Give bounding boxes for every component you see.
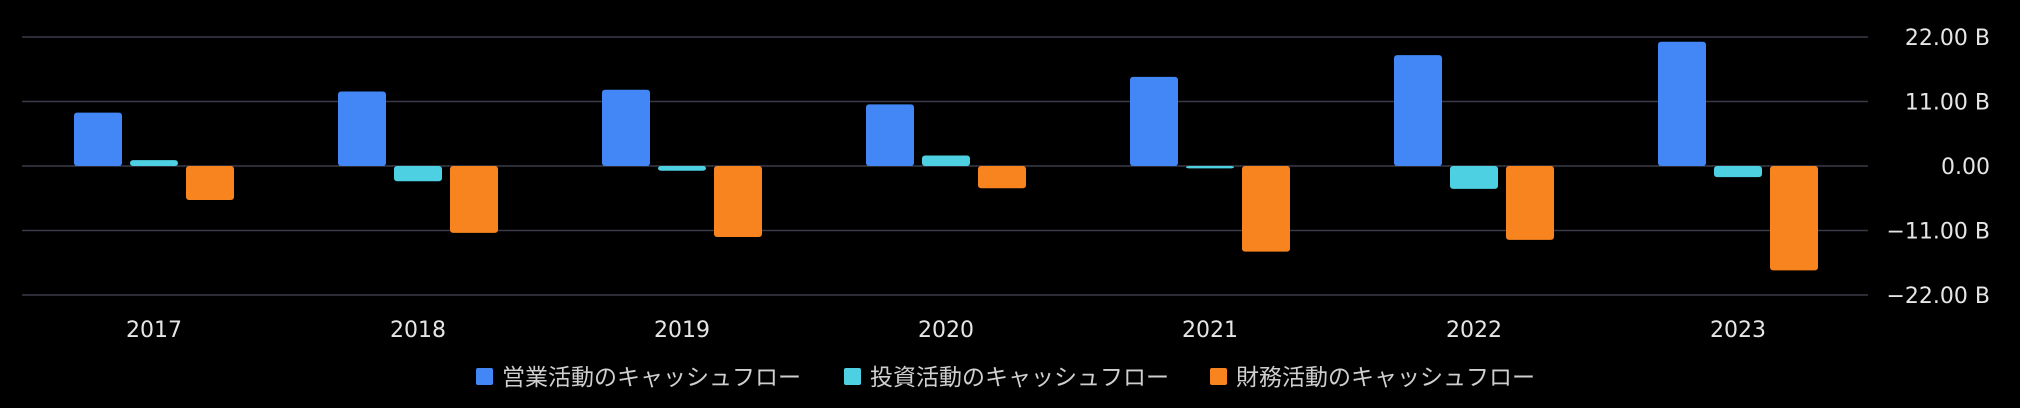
- bar-series-3-2022[interactable]: [1506, 166, 1554, 240]
- legend-swatch: [844, 368, 861, 385]
- bar-series-1-2022[interactable]: [1394, 55, 1442, 166]
- y-tick-label: −22.00 B: [1886, 284, 1990, 309]
- bar-series-1-2018[interactable]: [338, 91, 386, 166]
- bar-series-1-2023[interactable]: [1658, 41, 1706, 166]
- bar-series-2-2023[interactable]: [1714, 166, 1762, 178]
- legend-item-2[interactable]: 投資活動のキャッシュフロー: [844, 365, 1169, 391]
- bar-series-1-2021[interactable]: [1130, 76, 1178, 166]
- legend-label: 財務活動のキャッシュフロー: [1236, 365, 1535, 391]
- legend-label: 投資活動のキャッシュフロー: [870, 365, 1169, 391]
- bar-series-2-2018[interactable]: [394, 166, 442, 182]
- bar-series-2-2022[interactable]: [1450, 166, 1498, 189]
- legend-item-3[interactable]: 財務活動のキャッシュフロー: [1210, 365, 1535, 391]
- x-tick-label: 2020: [918, 318, 974, 343]
- x-tick-label: 2021: [1182, 318, 1238, 343]
- legend-label: 営業活動のキャッシュフロー: [502, 365, 801, 391]
- legend-item-1[interactable]: 営業活動のキャッシュフロー: [476, 365, 801, 391]
- legend-swatch: [1210, 368, 1227, 385]
- bar-series-2-2017[interactable]: [130, 160, 178, 166]
- x-axis-tick-labels: 2017 2018 2019 2020 2021 2022 2023: [126, 318, 1766, 343]
- bar-series-3-2018[interactable]: [450, 166, 498, 233]
- bar-series-1-2017[interactable]: [74, 112, 122, 166]
- bar-series-1-2019[interactable]: [602, 89, 650, 166]
- y-tick-label: 0.00: [1941, 155, 1990, 180]
- bar-series-3-2020[interactable]: [978, 166, 1026, 189]
- bar-series-3-2017[interactable]: [186, 166, 234, 201]
- y-tick-label: 22.00 B: [1905, 26, 1990, 51]
- legend-swatch: [476, 368, 493, 385]
- y-tick-label: 11.00 B: [1905, 91, 1990, 116]
- bar-series-3-2021[interactable]: [1242, 166, 1290, 252]
- x-tick-label: 2019: [654, 318, 710, 343]
- bars: [74, 41, 1818, 271]
- bar-series-1-2020[interactable]: [866, 104, 914, 166]
- x-tick-label: 2018: [390, 318, 446, 343]
- bar-series-3-2023[interactable]: [1770, 166, 1818, 271]
- bar-series-2-2021[interactable]: [1186, 166, 1234, 169]
- y-tick-label: −11.00 B: [1886, 220, 1990, 245]
- x-tick-label: 2023: [1710, 318, 1766, 343]
- x-tick-label: 2017: [126, 318, 182, 343]
- bar-series-2-2020[interactable]: [922, 155, 970, 166]
- x-tick-label: 2022: [1446, 318, 1502, 343]
- y-axis-tick-labels: 22.00 B 11.00 B 0.00 −11.00 B −22.00 B: [1886, 26, 1990, 309]
- bar-series-3-2019[interactable]: [714, 166, 762, 237]
- bar-series-2-2019[interactable]: [658, 166, 706, 171]
- legend[interactable]: 営業活動のキャッシュフロー 投資活動のキャッシュフロー 財務活動のキャッシュフロー: [476, 365, 1535, 391]
